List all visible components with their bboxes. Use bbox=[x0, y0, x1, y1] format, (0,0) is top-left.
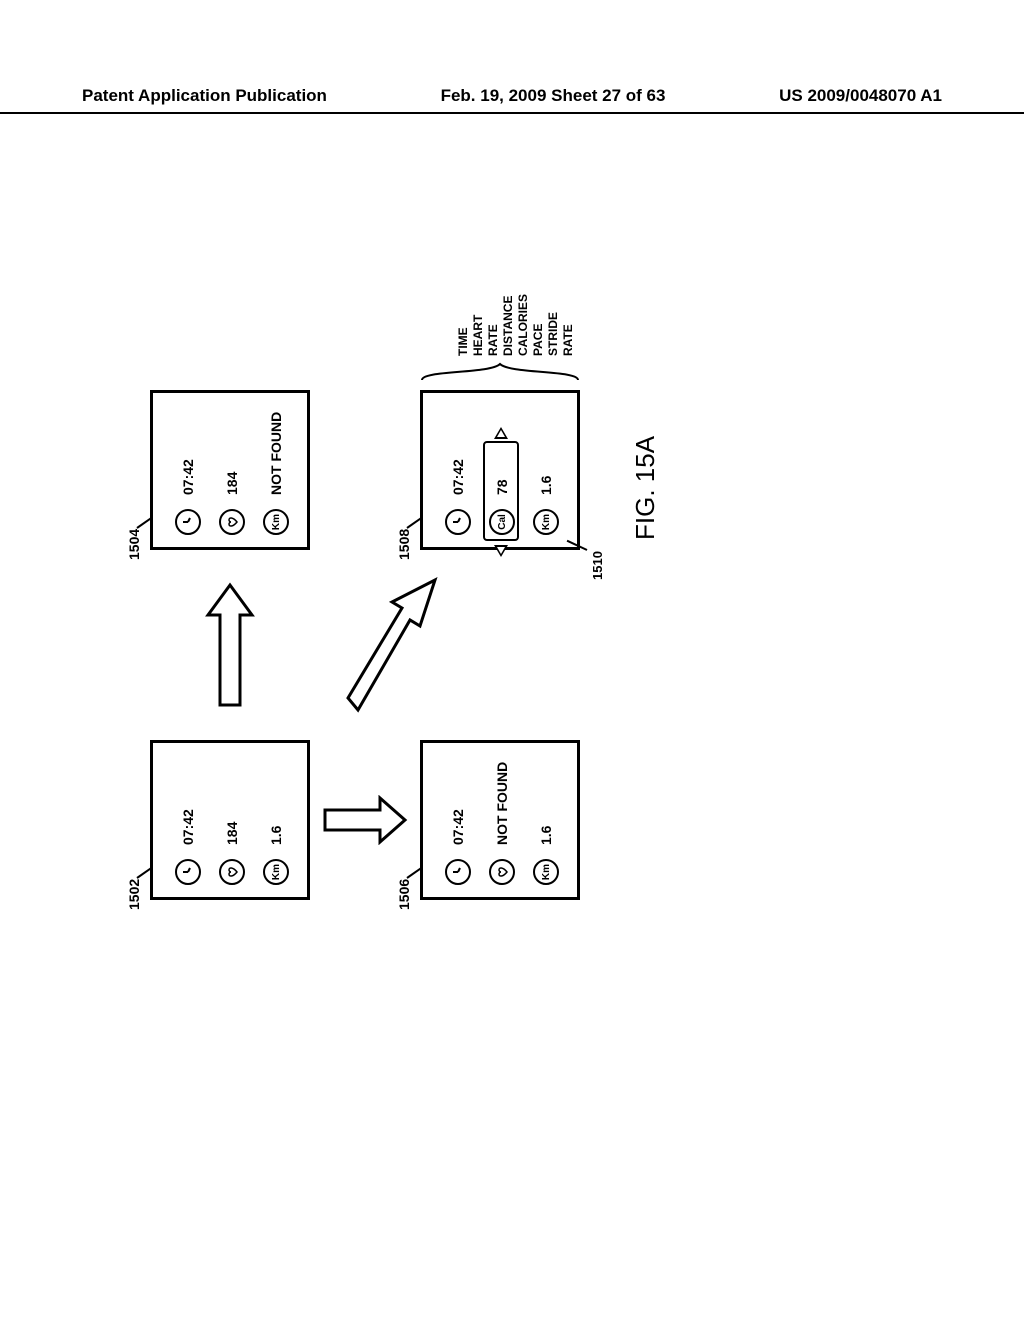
panel-1504-value-notfound: NOT FOUND bbox=[268, 412, 284, 495]
figure-caption: FIG. 15A bbox=[630, 436, 661, 540]
panel-1506-value-time: 07:42 bbox=[450, 809, 466, 845]
panel-1506-label: 1506 bbox=[396, 879, 412, 910]
km-icon: Km bbox=[263, 859, 289, 885]
header-left: Patent Application Publication bbox=[82, 86, 327, 106]
km-icon: Km bbox=[533, 509, 559, 535]
panel-1502-row-km: Km 1.6 bbox=[263, 826, 289, 885]
header-center: Feb. 19, 2009 Sheet 27 of 63 bbox=[441, 86, 666, 106]
figure-15a: 07:42 184 Km 1.6 1502 07:42 184 bbox=[120, 280, 820, 920]
panel-1506-value-notfound: NOT FOUND bbox=[494, 762, 510, 845]
panel-1506-row-time: 07:42 bbox=[445, 809, 471, 885]
panel-1506: 07:42 NOT FOUND Km 1.6 bbox=[420, 740, 580, 900]
panel-1502-value-time: 07:42 bbox=[180, 809, 196, 845]
metric-distance: DISTANCE bbox=[501, 280, 516, 356]
panel-1508-row-km: Km 1.6 bbox=[533, 476, 559, 535]
clock-icon bbox=[175, 859, 201, 885]
metric-pace: PACE bbox=[531, 280, 546, 356]
panel-1504-row-heart: 184 bbox=[219, 472, 245, 535]
callout-1510: 1510 bbox=[590, 551, 605, 580]
panel-1504-label: 1504 bbox=[126, 529, 142, 560]
panel-1508-value-km: 1.6 bbox=[538, 476, 554, 495]
metric-calories: CALORIES bbox=[516, 280, 531, 356]
panel-1504-row-km: Km NOT FOUND bbox=[263, 412, 289, 535]
panel-1508-label: 1508 bbox=[396, 529, 412, 560]
panel-1502: 07:42 184 Km 1.6 bbox=[150, 740, 310, 900]
panel-1502-value-heart: 184 bbox=[224, 822, 240, 845]
panel-1508-row-time: 07:42 bbox=[445, 459, 471, 535]
panel-1504: 07:42 184 Km NOT FOUND bbox=[150, 390, 310, 550]
metric-stride-rate: STRIDE RATE bbox=[546, 280, 576, 356]
panel-1506-row-km: Km 1.6 bbox=[533, 826, 559, 885]
metric-time: TIME bbox=[456, 280, 471, 356]
metrics-brace bbox=[420, 360, 585, 384]
heart-icon bbox=[489, 859, 515, 885]
km-icon: Km bbox=[263, 509, 289, 535]
panel-1508-row-cal: Cal 78 bbox=[489, 479, 515, 535]
metrics-list: TIME HEART RATE DISTANCE CALORIES PACE S… bbox=[456, 280, 576, 356]
clock-icon bbox=[445, 859, 471, 885]
clock-icon bbox=[175, 509, 201, 535]
heart-icon bbox=[219, 509, 245, 535]
km-icon: Km bbox=[533, 859, 559, 885]
panel-1508: 07:42 Cal 78 Km 1.6 bbox=[420, 390, 580, 550]
metric-heart-rate: HEART RATE bbox=[471, 280, 501, 356]
panel-1508-value-cal: 78 bbox=[494, 479, 510, 495]
arrow-1502-to-1506 bbox=[320, 795, 410, 845]
cal-icon: Cal bbox=[489, 509, 515, 535]
heart-icon bbox=[219, 859, 245, 885]
panel-1502-row-heart: 184 bbox=[219, 822, 245, 885]
panel-1508-value-time: 07:42 bbox=[450, 459, 466, 495]
clock-icon bbox=[445, 509, 471, 535]
triangle-left-icon bbox=[494, 545, 508, 557]
panel-1502-value-km: 1.6 bbox=[268, 826, 284, 845]
triangle-right-icon bbox=[494, 427, 508, 439]
panel-1502-label: 1502 bbox=[126, 879, 142, 910]
panel-1504-value-heart: 184 bbox=[224, 472, 240, 495]
page-header: Patent Application Publication Feb. 19, … bbox=[0, 86, 1024, 114]
panel-1504-row-time: 07:42 bbox=[175, 459, 201, 535]
header-right: US 2009/0048070 A1 bbox=[779, 86, 942, 106]
arrow-1502-to-1504 bbox=[205, 580, 255, 710]
panel-1506-row-heart: NOT FOUND bbox=[489, 762, 515, 885]
panel-1506-value-km: 1.6 bbox=[538, 826, 554, 845]
panel-1502-row-time: 07:42 bbox=[175, 809, 201, 885]
arrow-1506-to-1508 bbox=[330, 570, 450, 720]
panel-1504-value-time: 07:42 bbox=[180, 459, 196, 495]
